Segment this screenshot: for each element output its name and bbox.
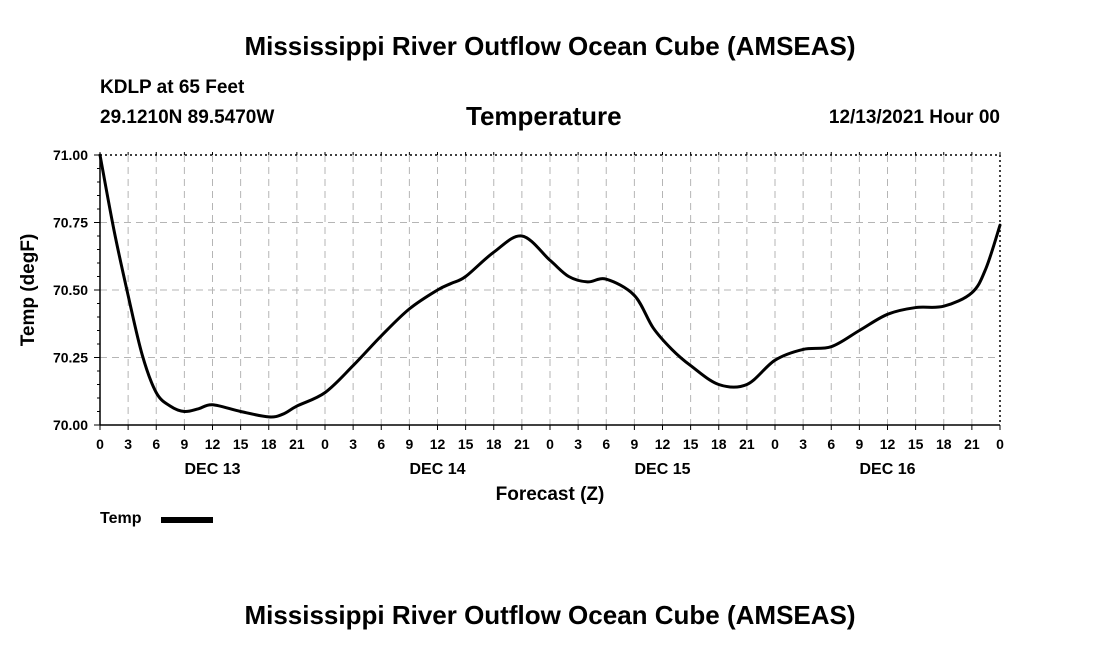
x-tick-label: 9 [855,436,863,452]
y-axis: 70.00 70.25 70.50 70.75 71.00 [53,147,100,433]
x-tick-label: 0 [321,436,329,452]
x-tick-label: 15 [233,436,249,452]
y-axis-label: Temp (degF) [18,234,39,347]
chart-title: Mississippi River Outflow Ocean Cube (AM… [244,31,856,61]
x-tick-label: 18 [711,436,727,452]
x-tick-label: 21 [514,436,530,452]
x-tick-label: 12 [880,436,896,452]
x-tick-label: 9 [405,436,413,452]
x-tick-label: 12 [430,436,446,452]
legend-swatch [161,517,213,523]
x-axis-label: Forecast (Z) [496,484,605,505]
y-tick-label: 70.75 [53,215,88,231]
footer-title: Mississippi River Outflow Ocean Cube (AM… [244,600,856,630]
x-tick-label: 12 [655,436,671,452]
day-label: DEC 15 [634,461,690,478]
y-tick-label: 71.00 [53,147,88,163]
y-tick-label: 70.00 [53,417,88,433]
series-layer [98,153,1002,419]
x-tick-label: 18 [261,436,277,452]
x-tick-label: 15 [683,436,699,452]
station-label: KDLP at 65 Feet [100,77,245,98]
day-label: DEC 16 [859,461,915,478]
grid-lines [100,155,1000,425]
x-tick-label: 0 [771,436,779,452]
x-axis: 0 3 6 9 12 15 18 21 0 3 6 9 12 15 18 21 0 3 6 9 12 15 18 21 0 3 6 9… [96,152,1004,478]
x-tick-label: 3 [574,436,582,452]
x-tick-label: 9 [630,436,638,452]
x-tick-label: 3 [799,436,807,452]
y-tick-label: 70.25 [53,350,88,366]
x-tick-label: 6 [602,436,610,452]
station-coordinates: 29.1210N 89.5470W [100,107,275,128]
legend-label: Temp [100,510,142,527]
x-tick-label: 18 [486,436,502,452]
x-tick-label: 21 [964,436,980,452]
x-tick-label: 3 [124,436,132,452]
x-tick-label: 0 [546,436,554,452]
x-tick-label: 6 [827,436,835,452]
y-tick-label: 70.50 [53,282,88,298]
x-tick-label: 9 [180,436,188,452]
day-label: DEC 13 [184,461,240,478]
x-tick-label: 6 [377,436,385,452]
x-tick-label: 3 [349,436,357,452]
panel-title: Temperature [466,101,622,131]
x-tick-label: 15 [908,436,924,452]
x-tick-label: 0 [96,436,104,452]
x-tick-label: 21 [289,436,305,452]
series-line-temp [98,153,1002,419]
x-tick-label: 0 [996,436,1004,452]
x-tick-label: 15 [458,436,474,452]
x-tick-label: 18 [936,436,952,452]
x-tick-label: 12 [205,436,221,452]
day-label: DEC 14 [409,461,465,478]
x-tick-label: 21 [739,436,755,452]
forecast-datetime: 12/13/2021 Hour 00 [828,107,1000,128]
x-tick-label: 6 [152,436,160,452]
